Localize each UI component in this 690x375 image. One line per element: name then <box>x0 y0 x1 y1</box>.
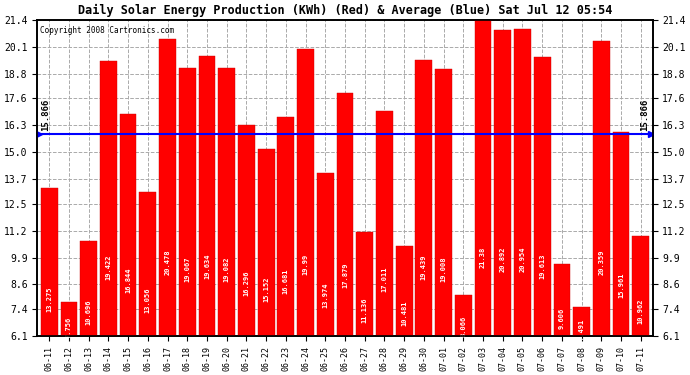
Text: 19.082: 19.082 <box>224 256 230 282</box>
Bar <box>199 56 215 336</box>
Title: Daily Solar Energy Production (KWh) (Red) & Average (Blue) Sat Jul 12 05:54: Daily Solar Energy Production (KWh) (Red… <box>78 4 612 17</box>
Text: 10.696: 10.696 <box>86 300 92 325</box>
Text: 19.99: 19.99 <box>302 254 308 275</box>
Text: 20.359: 20.359 <box>598 250 604 275</box>
Text: 17.879: 17.879 <box>342 262 348 288</box>
Bar <box>356 232 373 336</box>
Text: 20.892: 20.892 <box>500 247 506 272</box>
Bar <box>415 60 432 336</box>
Text: 16.844: 16.844 <box>125 268 131 293</box>
Bar <box>475 20 491 336</box>
Bar <box>376 111 393 336</box>
Bar <box>41 188 57 336</box>
Text: 7.756: 7.756 <box>66 317 72 338</box>
Text: 19.067: 19.067 <box>184 256 190 282</box>
Bar <box>435 69 452 336</box>
Text: 16.296: 16.296 <box>244 271 249 296</box>
Bar <box>238 125 255 336</box>
Text: 19.613: 19.613 <box>539 254 545 279</box>
Bar <box>218 68 235 336</box>
Text: 20.478: 20.478 <box>164 249 170 274</box>
Text: 19.422: 19.422 <box>106 255 111 280</box>
Text: 16.681: 16.681 <box>283 268 289 294</box>
Text: 10.481: 10.481 <box>401 301 407 326</box>
Bar <box>534 57 551 336</box>
Text: 20.954: 20.954 <box>520 247 526 272</box>
Text: 15.866: 15.866 <box>640 99 649 131</box>
Text: 19.439: 19.439 <box>421 254 427 280</box>
Bar <box>455 296 472 336</box>
Text: 8.066: 8.066 <box>460 315 466 337</box>
Bar <box>573 308 590 336</box>
Bar <box>494 30 511 336</box>
Bar <box>593 41 610 336</box>
Text: 19.634: 19.634 <box>204 254 210 279</box>
Text: 11.136: 11.136 <box>362 297 368 323</box>
Text: 9.606: 9.606 <box>559 308 565 328</box>
Bar <box>80 241 97 336</box>
Text: 13.974: 13.974 <box>322 283 328 308</box>
Bar <box>100 61 117 336</box>
Text: 13.275: 13.275 <box>46 286 52 312</box>
Text: 15.961: 15.961 <box>618 272 624 298</box>
Bar <box>396 246 413 336</box>
Text: 15.866: 15.866 <box>41 99 50 131</box>
Text: 7.491: 7.491 <box>579 318 584 339</box>
Text: 13.056: 13.056 <box>145 287 151 313</box>
Bar <box>317 173 334 336</box>
Bar <box>553 264 571 336</box>
Text: 17.011: 17.011 <box>382 267 388 292</box>
Bar <box>61 302 77 336</box>
Bar <box>139 192 156 336</box>
Bar <box>258 149 275 336</box>
Text: 21.38: 21.38 <box>480 246 486 268</box>
Bar <box>179 68 196 336</box>
Bar <box>514 29 531 336</box>
Bar <box>277 117 294 336</box>
Bar <box>159 39 176 336</box>
Text: 15.152: 15.152 <box>263 277 269 302</box>
Bar <box>613 132 629 336</box>
Bar <box>297 49 314 336</box>
Text: 19.008: 19.008 <box>441 256 446 282</box>
Bar <box>119 114 137 336</box>
Text: Copyright 2008 Cartronics.com: Copyright 2008 Cartronics.com <box>41 26 175 35</box>
Bar <box>337 93 353 336</box>
Bar <box>633 236 649 336</box>
Text: 10.962: 10.962 <box>638 298 644 324</box>
